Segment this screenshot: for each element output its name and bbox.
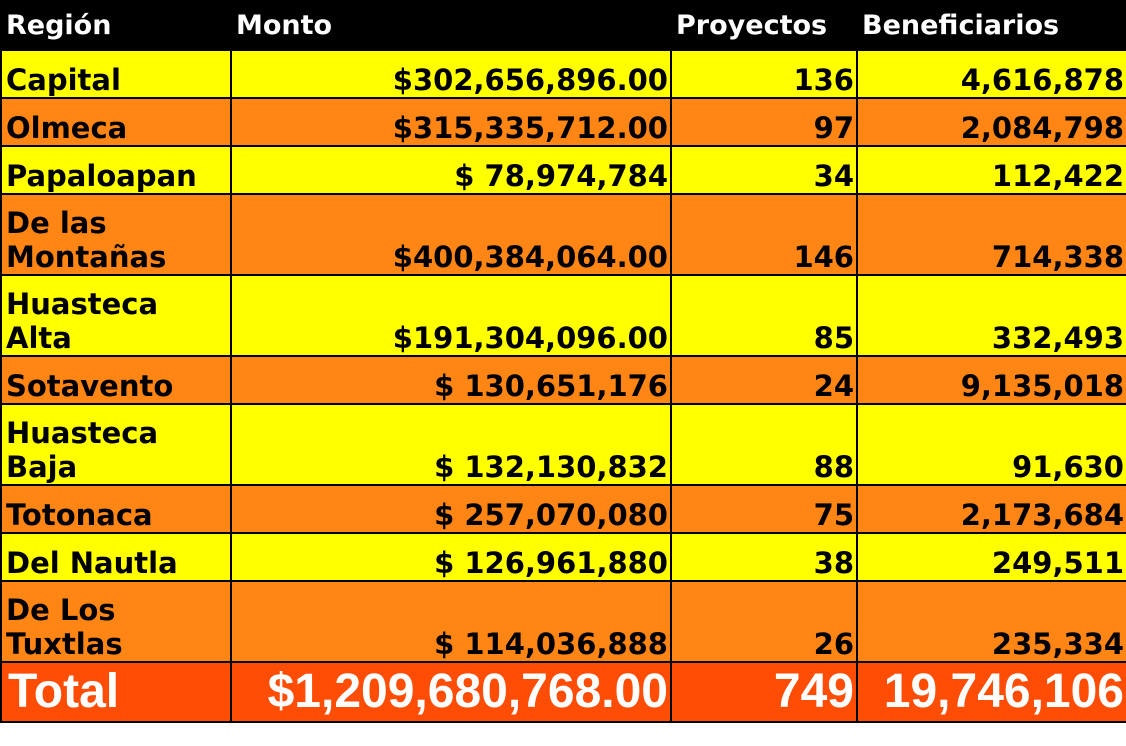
cell-region[interactable]: Olmeca [0, 97, 232, 147]
cell-projects[interactable]: 97 [670, 97, 858, 147]
cell-projects[interactable]: 38 [670, 532, 858, 582]
cell-beneficiaries[interactable]: 9,135,018 [856, 355, 1126, 405]
cell-region[interactable]: Huasteca Baja [0, 403, 232, 486]
cell-beneficiaries[interactable]: 2,084,798 [856, 97, 1126, 147]
total-beneficiaries[interactable]: 19,746,106 [856, 661, 1126, 723]
cell-projects[interactable]: 85 [670, 274, 858, 357]
table-row: Totonaca $ 257,070,080 75 2,173,684 [0, 484, 1126, 534]
cell-projects[interactable]: 24 [670, 355, 858, 405]
cell-projects[interactable]: 136 [670, 49, 858, 99]
cell-projects[interactable]: 146 [670, 193, 858, 276]
cell-amount[interactable]: $ 126,961,880 [230, 532, 672, 582]
cell-beneficiaries[interactable]: 332,493 [856, 274, 1126, 357]
header-amount[interactable]: Monto [230, 0, 672, 51]
cell-beneficiaries[interactable]: 91,630 [856, 403, 1126, 486]
cell-region[interactable]: Sotavento [0, 355, 232, 405]
header-row: Región Monto Proyectos Beneficiarios [0, 0, 1126, 51]
cell-amount[interactable]: $ 78,974,784 [230, 145, 672, 195]
table-row: Sotavento $ 130,651,176 24 9,135,018 [0, 355, 1126, 405]
total-row: Total $1,209,680,768.00 749 19,746,106 [0, 661, 1126, 723]
cell-beneficiaries[interactable]: 2,173,684 [856, 484, 1126, 534]
cell-region[interactable]: Capital [0, 49, 232, 99]
cell-amount[interactable]: $302,656,896.00 [230, 49, 672, 99]
cell-amount[interactable]: $ 257,070,080 [230, 484, 672, 534]
cell-region[interactable]: Totonaca [0, 484, 232, 534]
table-row: Del Nautla $ 126,961,880 38 249,511 [0, 532, 1126, 582]
table-row: Papaloapan $ 78,974,784 34 112,422 [0, 145, 1126, 195]
cell-projects[interactable]: 34 [670, 145, 858, 195]
cell-projects[interactable]: 75 [670, 484, 858, 534]
cell-amount[interactable]: $315,335,712.00 [230, 97, 672, 147]
cell-projects[interactable]: 26 [670, 580, 858, 663]
total-projects[interactable]: 749 [670, 661, 858, 723]
regional-investment-table: Región Monto Proyectos Beneficiarios Cap… [0, 0, 1126, 723]
table-row: Capital $302,656,896.00 136 4,616,878 [0, 49, 1126, 99]
cell-region[interactable]: Papaloapan [0, 145, 232, 195]
header-beneficiaries[interactable]: Beneficiarios [856, 0, 1126, 51]
cell-beneficiaries[interactable]: 714,338 [856, 193, 1126, 276]
header-projects[interactable]: Proyectos [670, 0, 858, 51]
table-row: Huasteca Alta $191,304,096.00 85 332,493 [0, 274, 1126, 357]
cell-amount[interactable]: $191,304,096.00 [230, 274, 672, 357]
table-row: De Los Tuxtlas $ 114,036,888 26 235,334 [0, 580, 1126, 663]
cell-beneficiaries[interactable]: 235,334 [856, 580, 1126, 663]
cell-projects[interactable]: 88 [670, 403, 858, 486]
cell-beneficiaries[interactable]: 112,422 [856, 145, 1126, 195]
cell-region[interactable]: Del Nautla [0, 532, 232, 582]
cell-region[interactable]: De las Montañas [0, 193, 232, 276]
cell-amount[interactable]: $ 130,651,176 [230, 355, 672, 405]
cell-beneficiaries[interactable]: 4,616,878 [856, 49, 1126, 99]
cell-region[interactable]: Huasteca Alta [0, 274, 232, 357]
cell-amount[interactable]: $ 132,130,832 [230, 403, 672, 486]
table-row: Huasteca Baja $ 132,130,832 88 91,630 [0, 403, 1126, 486]
table-row: Olmeca $315,335,712.00 97 2,084,798 [0, 97, 1126, 147]
cell-beneficiaries[interactable]: 249,511 [856, 532, 1126, 582]
total-amount[interactable]: $1,209,680,768.00 [230, 661, 672, 723]
header-region[interactable]: Región [0, 0, 232, 51]
cell-region[interactable]: De Los Tuxtlas [0, 580, 232, 663]
table-row: De las Montañas $400,384,064.00 146 714,… [0, 193, 1126, 276]
cell-amount[interactable]: $ 114,036,888 [230, 580, 672, 663]
total-label[interactable]: Total [0, 661, 232, 723]
cell-amount[interactable]: $400,384,064.00 [230, 193, 672, 276]
